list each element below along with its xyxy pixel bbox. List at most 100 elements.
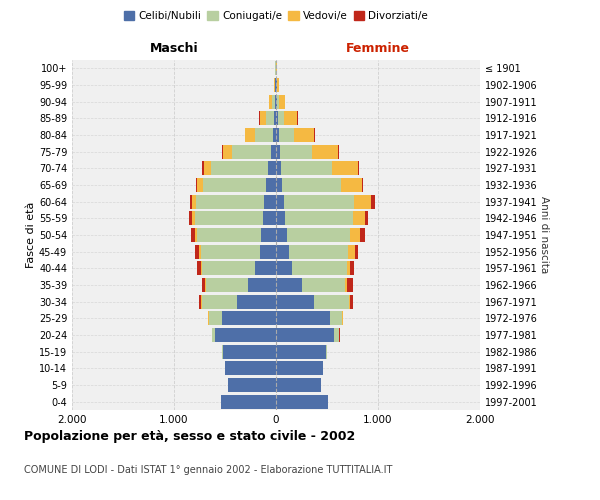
Bar [338,144,339,159]
Bar [203,162,211,175]
Bar [294,128,314,142]
Bar [228,378,276,392]
Bar [206,278,248,292]
Bar [274,78,275,92]
Bar [190,211,193,226]
Bar [190,194,193,209]
Bar [279,94,285,109]
Bar [276,244,289,259]
Bar [274,112,276,126]
Bar [276,378,321,392]
Bar [202,162,203,175]
Bar [314,294,349,308]
Bar [263,211,276,226]
Bar [237,294,276,308]
Text: Femmine: Femmine [346,42,410,55]
Bar [326,344,327,359]
Bar [276,162,281,175]
Bar [312,144,338,159]
Bar [264,194,276,209]
Bar [248,278,276,292]
Bar [197,261,200,276]
Y-axis label: Fasce di età: Fasce di età [26,202,36,268]
Y-axis label: Anni di nascita: Anni di nascita [539,196,549,274]
Bar [280,144,312,159]
Bar [275,94,276,109]
Bar [195,244,199,259]
Bar [269,94,272,109]
Bar [221,394,276,409]
Bar [359,228,365,242]
Bar [268,162,276,175]
Bar [347,278,353,292]
Bar [276,344,326,359]
Bar [278,112,284,126]
Bar [232,144,271,159]
Text: COMUNE DI LODI - Dati ISTAT 1° gennaio 2002 - Elaborazione TUTTITALIA.IT: COMUNE DI LODI - Dati ISTAT 1° gennaio 2… [24,465,392,475]
Bar [225,361,276,376]
Bar [302,278,346,292]
Bar [362,178,363,192]
Bar [222,144,223,159]
Bar [347,261,350,276]
Bar [353,211,365,226]
Text: Maschi: Maschi [149,42,199,55]
Bar [209,311,222,326]
Bar [222,311,276,326]
Bar [191,228,196,242]
Bar [215,328,276,342]
Bar [350,294,353,308]
Bar [276,328,334,342]
Bar [353,194,371,209]
Bar [365,211,368,226]
Bar [277,94,279,109]
Bar [285,211,353,226]
Bar [276,112,278,126]
Bar [223,144,232,159]
Bar [349,294,350,308]
Bar [276,294,314,308]
Bar [341,178,362,192]
Bar [276,211,285,226]
Bar [276,394,328,409]
Bar [284,194,353,209]
Bar [266,112,274,126]
Bar [199,244,200,259]
Bar [200,244,260,259]
Bar [276,144,280,159]
Bar [203,178,266,192]
Bar [292,261,347,276]
Bar [273,128,276,142]
Bar [266,178,276,192]
Bar [196,211,263,226]
Bar [193,211,196,226]
Bar [197,228,260,242]
Bar [281,162,332,175]
Bar [350,261,353,276]
Bar [284,112,298,126]
Bar [223,344,276,359]
Bar [260,244,276,259]
Bar [334,328,339,342]
Bar [211,162,268,175]
Bar [289,244,349,259]
Bar [245,128,254,142]
Bar [276,178,282,192]
Bar [349,244,355,259]
Bar [276,261,292,276]
Bar [276,94,277,109]
Bar [276,311,330,326]
Bar [276,128,278,142]
Bar [276,228,287,242]
Bar [196,228,197,242]
Bar [212,328,215,342]
Bar [200,261,202,276]
Bar [330,311,342,326]
Bar [287,228,350,242]
Bar [199,294,201,308]
Bar [358,162,359,175]
Bar [350,228,359,242]
Bar [260,228,276,242]
Bar [197,178,203,192]
Bar [278,128,294,142]
